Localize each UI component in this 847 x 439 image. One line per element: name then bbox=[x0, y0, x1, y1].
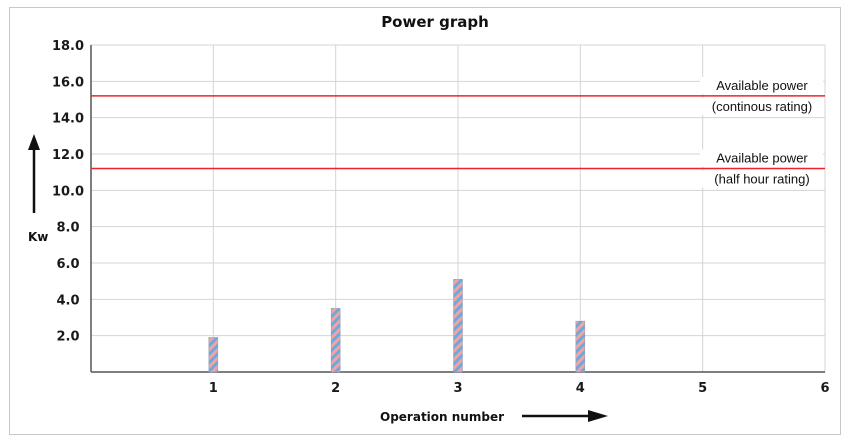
y-tick-label: 18.0 bbox=[52, 39, 84, 54]
x-tick-label: 5 bbox=[698, 381, 707, 396]
reference-lines: Available power (continous rating) Availab… bbox=[91, 76, 825, 188]
reference-label-line1: Available power bbox=[716, 151, 808, 166]
y-axis-arrowhead-icon bbox=[28, 134, 40, 150]
y-tick-label: 8.0 bbox=[56, 221, 79, 236]
reference-label-bg bbox=[700, 149, 823, 167]
reference-label-line2: (continous rating) bbox=[712, 99, 812, 114]
tick-labels: 2.0 4.0 6.0 8.0 10.0 12.0 14.0 16.0 18.0 1 2 3 4 5 6 bbox=[52, 39, 830, 396]
x-tick-label: 1 bbox=[209, 381, 218, 396]
x-axis-label-group: Operation number bbox=[380, 410, 608, 424]
x-tick-label: 6 bbox=[820, 381, 829, 396]
x-axis-label: Operation number bbox=[380, 410, 504, 424]
y-tick-label: 12.0 bbox=[52, 148, 84, 163]
chart-title: Power graph bbox=[381, 13, 489, 31]
grid bbox=[91, 44, 826, 372]
y-tick-label: 16.0 bbox=[52, 75, 84, 90]
x-tick-label: 3 bbox=[453, 381, 462, 396]
reference-label-line2: (half hour rating) bbox=[714, 172, 809, 187]
reference-label-line1: Available power bbox=[716, 78, 808, 93]
y-tick-label: 10.0 bbox=[52, 184, 84, 199]
chart-frame: Power graph Available power (continous ra… bbox=[9, 7, 841, 435]
data-bar bbox=[208, 337, 219, 373]
x-axis-arrowhead-icon bbox=[588, 410, 608, 422]
reference-label-bg bbox=[700, 97, 823, 115]
y-tick-label: 2.0 bbox=[56, 330, 79, 345]
y-tick-label: 4.0 bbox=[56, 293, 79, 308]
x-tick-label: 2 bbox=[331, 381, 340, 396]
y-tick-label: 6.0 bbox=[56, 257, 79, 272]
data-bar bbox=[453, 279, 463, 373]
reference-label-bg bbox=[700, 170, 823, 188]
y-axis-label-group: Kw bbox=[28, 134, 48, 244]
power-chart: Power graph Available power (continous ra… bbox=[28, 13, 830, 424]
data-bar bbox=[330, 308, 341, 373]
reference-label-bg bbox=[700, 76, 823, 94]
y-tick-label: 14.0 bbox=[52, 112, 84, 127]
x-tick-label: 4 bbox=[576, 381, 585, 396]
bars bbox=[208, 279, 586, 373]
data-bar bbox=[575, 320, 586, 373]
y-axis-label: Kw bbox=[28, 230, 48, 244]
